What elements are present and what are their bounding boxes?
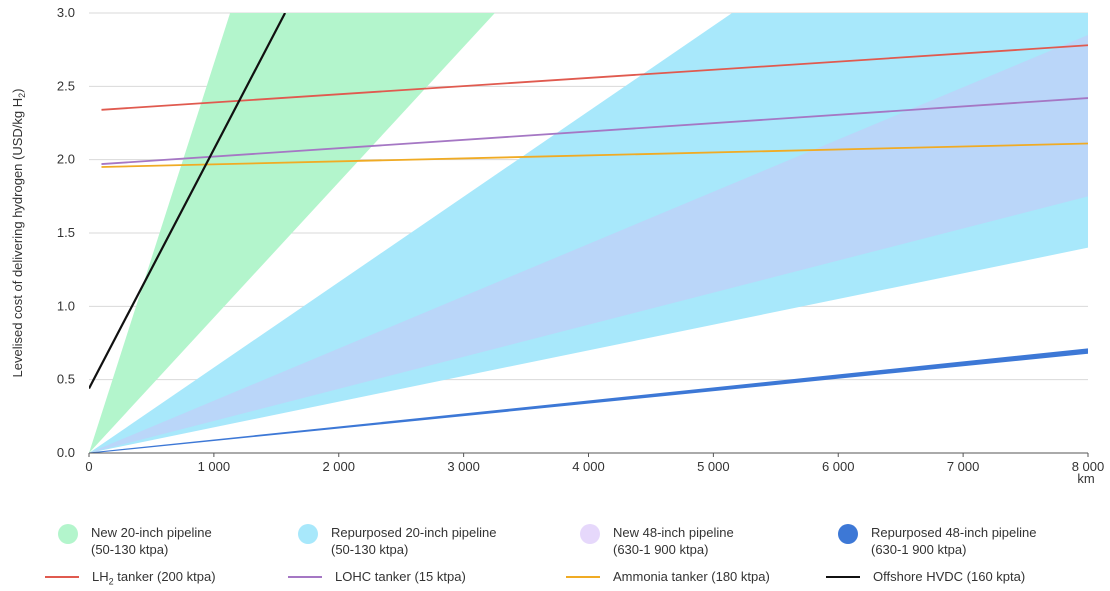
legend-label: LH2 tanker (200 ktpa) [92, 569, 216, 587]
band-1 [89, 13, 1088, 453]
legend: New 20-inch pipeline (50-130 ktpa) Repurp… [0, 510, 1110, 590]
x-tick-label-3: 3 000 [447, 459, 480, 474]
x-tick-label-7: 7 000 [947, 459, 980, 474]
legend-swatch-new-48-inch [580, 524, 600, 544]
chart: 0 1 000 2 000 3 000 4 000 5 000 6 000 7 000 8 00… [10, 5, 1104, 486]
legend-item-lh2-tanker: LH2 tanker (200 ktpa) [45, 568, 216, 591]
legend-swatch-lohc-tanker [288, 576, 322, 578]
y-tick-label-6: 3.0 [57, 5, 75, 20]
series-line-2 [101, 142, 1088, 168]
y-axis-label-end: ) [10, 89, 25, 93]
y-axis-label-sub: 2 [17, 93, 27, 98]
x-tick-label-8: 8 000 [1072, 459, 1105, 474]
axes [88, 452, 1089, 457]
x-tick-labels: 0 1 000 2 000 3 000 4 000 5 000 6 000 7 000 8 00… [85, 459, 1104, 474]
legend-item-offshore-hvdc: Offshore HVDC (160 kpta) [826, 568, 1025, 585]
series-lines [89, 13, 1088, 389]
legend-label: Offshore HVDC (160 kpta) [873, 569, 1026, 584]
legend-swatch-ammonia-tanker [566, 576, 600, 578]
legend-item-repurposed-20-inch: Repurposed 20-inch pipeline (50-130 ktpa) [298, 524, 497, 558]
y-tick-label-5: 2.5 [57, 78, 75, 93]
series-line-3 [89, 13, 287, 389]
y-tick-label-0: 0.0 [57, 445, 75, 460]
band-3 [89, 348, 1088, 453]
y-axis-label-main: Levelised cost of delivering hydrogen (U… [10, 98, 25, 378]
legend-label: Ammonia tanker (180 ktpa) [613, 569, 770, 584]
legend-swatch-offshore-hvdc [826, 576, 860, 578]
legend-label: LOHC tanker (15 ktpa) [335, 569, 466, 584]
y-tick-labels: 0.0 0.5 1.0 1.5 2.0 2.5 3.0 [57, 5, 75, 460]
x-tick-label-1: 1 000 [198, 459, 231, 474]
band-0 [89, 13, 495, 453]
x-tick-label-6: 6 000 [822, 459, 855, 474]
legend-swatch-lh2-tanker [45, 576, 79, 578]
series-line-0 [101, 44, 1088, 111]
legend-label: Repurposed 48-inch pipeline (630-1 900 kt… [871, 525, 1037, 557]
x-tick-label-0: 0 [85, 459, 92, 474]
legend-item-new-48-inch: New 48-inch pipeline (630-1 900 ktpa) [580, 524, 734, 558]
legend-swatch-repurposed-20-inch [298, 524, 318, 544]
legend-item-ammonia-tanker: Ammonia tanker (180 ktpa) [566, 568, 770, 585]
legend-item-repurposed-48-inch: Repurposed 48-inch pipeline (630-1 900 kt… [838, 524, 1037, 558]
x-tick-label-4: 4 000 [572, 459, 605, 474]
legend-item-new-20-inch: New 20-inch pipeline (50-130 ktpa) [58, 524, 212, 558]
legend-label: New 48-inch pipeline (630-1 900 ktpa) [613, 525, 734, 557]
pipeline-bands [89, 13, 1088, 453]
series-line-1 [101, 97, 1088, 165]
y-tick-label-1: 0.5 [57, 372, 75, 387]
y-axis-label: Levelised cost of delivering hydrogen (U… [10, 89, 27, 378]
legend-swatch-new-20-inch [58, 524, 78, 544]
x-tick-label-2: 2 000 [322, 459, 355, 474]
legend-label: New 20-inch pipeline (50-130 ktpa) [91, 525, 212, 557]
y-tick-label-4: 2.0 [57, 152, 75, 167]
y-tick-label-2: 1.0 [57, 298, 75, 313]
legend-item-lohc-tanker: LOHC tanker (15 ktpa) [288, 568, 466, 585]
legend-swatch-repurposed-48-inch [838, 524, 858, 544]
x-axis-unit: km [1077, 471, 1094, 486]
band-2 [89, 35, 1088, 453]
y-tick-label-3: 1.5 [57, 225, 75, 240]
legend-label: Repurposed 20-inch pipeline (50-130 ktpa) [331, 525, 497, 557]
x-tick-label-5: 5 000 [697, 459, 730, 474]
